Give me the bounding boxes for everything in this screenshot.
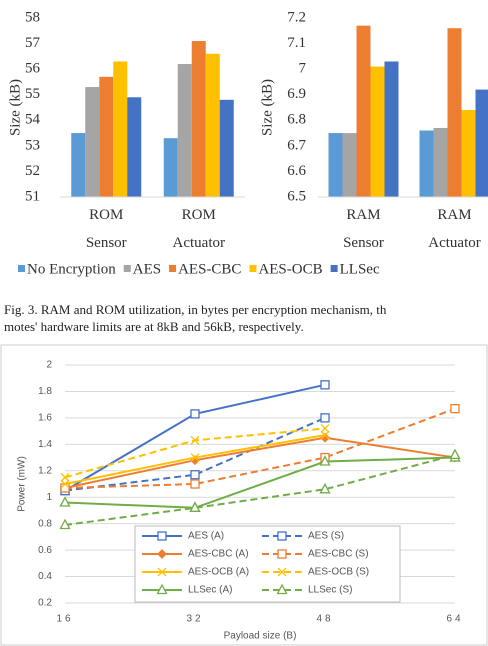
bar	[71, 133, 85, 197]
bar	[127, 97, 141, 197]
y-tick-label: 7	[299, 61, 307, 77]
bar	[462, 110, 476, 197]
bar	[99, 77, 113, 197]
y-axis-title: Size (kB)	[7, 79, 23, 136]
point	[321, 414, 329, 422]
bar	[371, 67, 385, 197]
bar	[178, 64, 192, 197]
legend-swatch	[18, 265, 25, 272]
y-tick-label: 6.7	[287, 137, 306, 153]
legend-swatch	[249, 265, 256, 272]
caption-line: motes' hardware limits are at 8kB and 56…	[4, 319, 304, 335]
y-tick-label: 0.2	[38, 598, 52, 609]
caption-line: Fig. 3. RAM and ROM utilization, in byte…	[4, 302, 386, 318]
bar	[164, 138, 178, 197]
y-tick-label: 55	[25, 86, 40, 102]
x-tick-label: 32	[186, 614, 203, 625]
legend-label: AES (S)	[308, 531, 344, 542]
bar	[192, 41, 206, 197]
point	[191, 480, 199, 488]
legend-label: AES-OCB	[258, 261, 322, 277]
y-tick-label: 0.8	[38, 518, 52, 529]
y-tick-label: 7.2	[287, 9, 306, 25]
y-tick-label: 1.2	[38, 465, 52, 476]
point	[191, 471, 199, 479]
bar	[343, 133, 357, 197]
x-tick-label: 48	[316, 614, 333, 625]
bar	[420, 131, 434, 197]
bar	[448, 28, 462, 197]
bar	[113, 61, 127, 197]
y-tick-label: 57	[25, 35, 41, 51]
point	[321, 424, 329, 432]
x-tick-label: RAM Actuator	[428, 201, 480, 257]
y-tick-label: 2	[46, 360, 52, 371]
y-tick-label: 53	[25, 137, 40, 153]
y-tick-label: 7.1	[287, 35, 306, 51]
legend-label: LLSec (A)	[188, 585, 232, 596]
point	[278, 532, 286, 540]
point	[321, 381, 329, 389]
point	[451, 405, 459, 413]
point	[451, 450, 460, 459]
bar	[206, 54, 220, 197]
legend-label: AES-CBC	[178, 261, 241, 277]
y-tick-label: 1	[46, 492, 52, 503]
bar	[476, 90, 488, 197]
legend-label: AES-CBC (S)	[308, 549, 369, 560]
y-tick-label: 1.6	[38, 413, 52, 424]
legend-label: AES-OCB (S)	[308, 567, 369, 578]
legend-label: AES-CBC (A)	[188, 549, 249, 560]
y-tick-label: 54	[25, 112, 41, 128]
x-axis-title: Payload size (B)	[224, 631, 297, 642]
legend-swatch	[124, 265, 131, 272]
bar	[85, 87, 99, 197]
x-tick-label: 64	[446, 614, 463, 625]
series-line	[65, 455, 455, 525]
y-tick-label: 6.5	[287, 188, 306, 204]
bar	[434, 128, 448, 197]
legend-label: LLSec (S)	[308, 585, 352, 596]
legend-label: LLSec	[340, 261, 380, 277]
page: 51 52 53 54 55 56 57 58 Size (kB) No Encryption AE…	[0, 0, 488, 646]
y-axis-title: Size (kB)	[259, 79, 275, 136]
x-tick-label: ROM Sensor	[86, 201, 127, 257]
y-tick-label: 1.8	[38, 386, 52, 397]
y-tick-label: 51	[25, 188, 40, 204]
y-tick-label: 52	[25, 163, 40, 179]
point	[191, 410, 199, 418]
y-tick-label: 6.6	[287, 163, 306, 179]
series-line	[65, 428, 325, 477]
y-tick-label: 6.9	[287, 86, 306, 102]
y-axis-title: Power (mW)	[17, 456, 28, 512]
y-tick-label: 1.4	[38, 439, 52, 450]
point	[61, 484, 69, 492]
y-tick-label: 58	[25, 9, 40, 25]
x-tick-label: ROM Actuator	[173, 201, 225, 257]
x-tick-label: RAM Sensor	[343, 201, 384, 257]
bar	[329, 133, 343, 197]
legend-swatch	[331, 265, 338, 272]
legend-label: No Encryption	[27, 261, 116, 277]
point	[278, 550, 286, 558]
legend-label: AES	[133, 261, 161, 277]
y-tick-label: 0.4	[38, 571, 52, 582]
y-tick-label: 6.8	[287, 112, 306, 128]
y-tick-label: 56	[25, 61, 41, 77]
legend-swatch	[169, 265, 176, 272]
x-tick-label: 16	[56, 614, 73, 625]
y-tick-label: 0.6	[38, 545, 52, 556]
point	[158, 532, 166, 540]
bar	[220, 100, 234, 197]
legend-label: AES-OCB (A)	[188, 567, 249, 578]
legend-label: AES (A)	[188, 531, 224, 542]
bar	[357, 26, 371, 197]
bar	[385, 61, 399, 197]
